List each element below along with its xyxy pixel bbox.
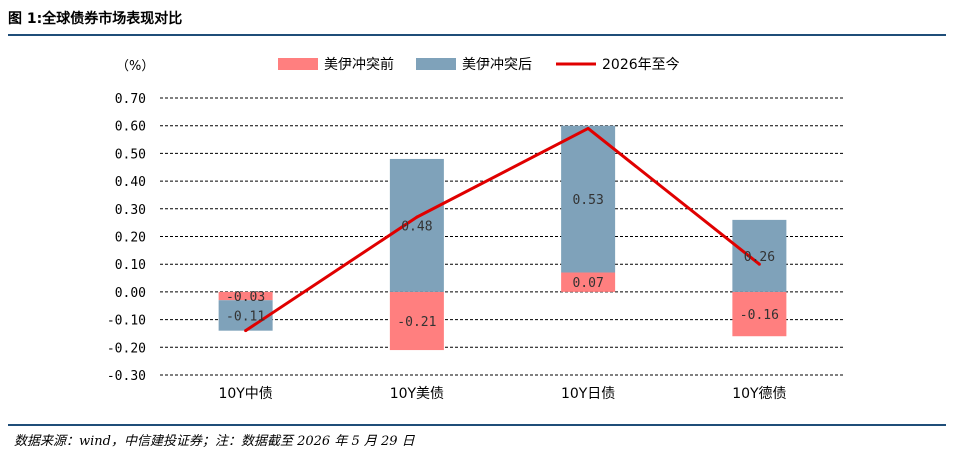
data-label-after: -0.11 — [226, 309, 265, 324]
bottom-rule — [8, 424, 946, 426]
y-tick-label: -0.30 — [107, 369, 146, 384]
line-2026-ytd — [244, 126, 761, 332]
x-tick-label: 10Y中债 — [218, 386, 272, 402]
y-tick-label: -0.20 — [107, 341, 146, 356]
y-tick-label: 0.20 — [115, 231, 146, 246]
x-axis: 10Y中债 10Y美债 10Y日债 10Y德债 — [218, 386, 786, 402]
data-label-after: 0.48 — [401, 219, 432, 234]
legend-label-2: 2026年至今 — [602, 57, 680, 73]
bar-after — [732, 219, 787, 292]
bar-before — [561, 272, 616, 292]
grid-lines — [160, 97, 845, 376]
data-label-before: 0.07 — [572, 276, 603, 291]
line-point — [244, 329, 248, 333]
source-note: 数据来源：wind，中信建投证券；注：数据截至 2026 年 5 月 29 日 — [14, 434, 415, 449]
data-label-after: 0.26 — [744, 250, 775, 265]
bar-before — [732, 291, 787, 337]
bar-before — [389, 291, 444, 351]
line-point — [586, 126, 590, 130]
legend-label-1: 美伊冲突后 — [462, 57, 532, 73]
y-tick-label: 0.40 — [115, 175, 146, 190]
y-tick-label: 0.70 — [115, 92, 146, 107]
y-tick-label: 0.00 — [115, 286, 146, 301]
y-tick-label: 0.10 — [115, 258, 146, 273]
x-tick-label: 10Y美债 — [390, 386, 444, 402]
line-point — [757, 262, 761, 266]
y-tick-label: -0.10 — [107, 314, 146, 329]
y-axis: 0.70 0.60 0.50 0.40 0.30 0.20 0.10 0.00 -0.10 -0.… — [107, 59, 155, 384]
line-series — [244, 126, 761, 333]
figure-title: 图 1:全球债券市场表现对比 — [8, 11, 183, 27]
legend-swatch-1 — [416, 58, 456, 70]
y-tick-label: 0.30 — [115, 203, 146, 218]
line-point — [415, 215, 419, 219]
legend: 美伊冲突前 美伊冲突后 2026年至今 — [278, 56, 680, 73]
data-label-before: -0.16 — [740, 308, 779, 323]
y-axis-label: （%） — [116, 59, 154, 74]
x-tick-label: 10Y德债 — [732, 386, 786, 402]
bars — [218, 125, 787, 351]
bar-after — [218, 300, 273, 331]
x-tick-label: 10Y日债 — [561, 386, 615, 402]
data-label-after: 0.53 — [572, 193, 603, 208]
legend-label-0: 美伊冲突前 — [324, 56, 394, 73]
top-rule — [8, 34, 946, 36]
y-tick-label: 0.60 — [115, 120, 146, 135]
bar-after — [561, 125, 616, 273]
data-label-before: -0.03 — [226, 290, 265, 305]
y-tick-label: 0.50 — [115, 147, 146, 162]
legend-swatch-0 — [278, 58, 318, 70]
bar-before — [218, 291, 273, 301]
data-labels: -0.03 -0.11 -0.21 0.48 0.07 0.53 -0.16 0.26 — [226, 193, 779, 330]
bar-after — [389, 158, 444, 292]
data-label-before: -0.21 — [397, 315, 436, 330]
